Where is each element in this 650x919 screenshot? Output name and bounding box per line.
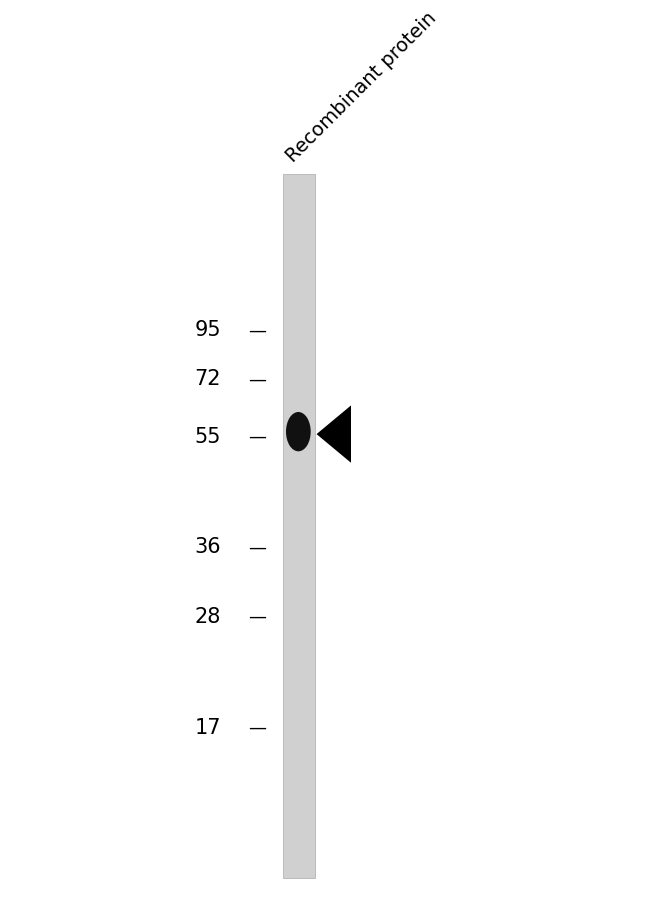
Text: 72: 72 (194, 369, 221, 389)
Text: —: — (248, 370, 266, 388)
Text: 17: 17 (194, 717, 221, 737)
Ellipse shape (286, 413, 311, 452)
Bar (283, 175, 315, 878)
Text: —: — (248, 427, 266, 446)
Text: —: — (248, 607, 266, 625)
Text: —: — (248, 718, 266, 736)
Text: 28: 28 (194, 607, 221, 626)
Text: —: — (248, 321, 266, 339)
Polygon shape (317, 406, 351, 463)
Text: 95: 95 (194, 320, 221, 340)
Text: Recombinant protein: Recombinant protein (282, 9, 440, 166)
Text: 36: 36 (194, 537, 221, 557)
Text: 55: 55 (194, 426, 221, 447)
Text: —: — (248, 538, 266, 556)
